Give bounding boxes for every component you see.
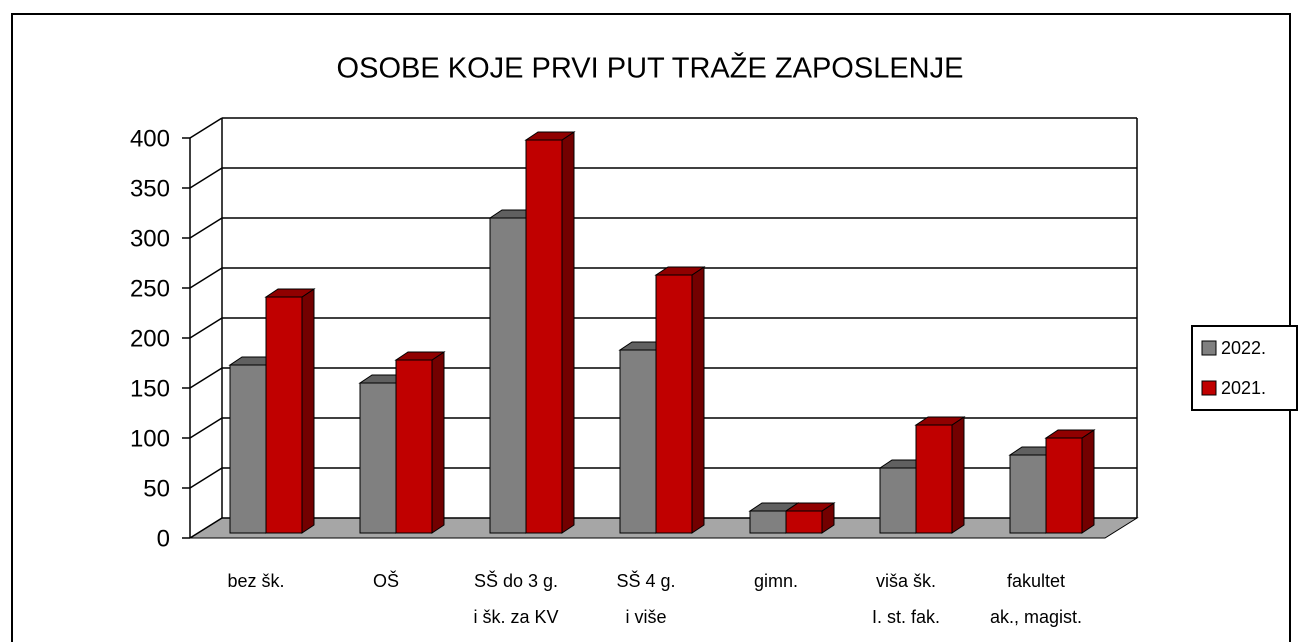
x-tick-label: fakultet ak., magist. <box>989 571 1083 627</box>
y-tick-label: 0 <box>157 525 170 552</box>
bar <box>395 359 433 534</box>
y-tick-label: 100 <box>130 425 170 452</box>
bar <box>1045 437 1083 534</box>
legend-label: 2021. <box>1221 378 1266 398</box>
y-tick-label: 200 <box>130 325 170 352</box>
chart-frame <box>11 13 1291 642</box>
bar-side <box>301 288 315 534</box>
legend-box <box>1191 325 1298 411</box>
y-tick-label: 250 <box>130 275 170 302</box>
x-tick-label: gimn. <box>753 571 798 591</box>
legend-label: 2022. <box>1221 338 1266 358</box>
grid-line <box>189 167 223 189</box>
bar-side <box>431 351 445 534</box>
bar <box>359 382 397 534</box>
x-tick-label: SŠ 4 g. i više <box>616 571 676 627</box>
bar <box>879 467 917 534</box>
grid-line <box>189 217 223 239</box>
bar-side <box>1081 429 1095 534</box>
grid-line <box>189 267 223 289</box>
grid-line <box>189 367 223 389</box>
bar-side <box>951 416 965 534</box>
grid-line <box>189 117 223 139</box>
bar <box>525 139 563 534</box>
x-tick-label: bez šk. <box>227 571 285 591</box>
bar <box>265 296 303 534</box>
y-tick-label: 300 <box>130 225 170 252</box>
bar <box>655 274 693 534</box>
bar <box>915 424 953 534</box>
legend-swatch <box>1201 340 1217 356</box>
y-tick-label: 350 <box>130 175 170 202</box>
y-tick-label: 150 <box>130 375 170 402</box>
bar <box>229 364 267 534</box>
grid-line <box>189 317 223 339</box>
chart-title: OSOBE KOJE PRVI PUT TRAŽE ZAPOSLENJE <box>337 52 964 85</box>
bar <box>749 510 787 534</box>
x-tick-label: OŠ <box>372 571 399 591</box>
bar-side <box>691 266 705 534</box>
bar <box>619 349 657 534</box>
x-tick-label: viša šk. I. st. fak. <box>871 571 941 627</box>
grid-line <box>189 417 223 439</box>
grid-line <box>189 467 223 489</box>
x-tick-label: SŠ do 3 g. i šk. za KV <box>473 571 559 627</box>
bar <box>1009 454 1047 534</box>
bar <box>489 217 527 534</box>
bar-side <box>561 131 575 534</box>
y-tick-label: 50 <box>143 475 170 502</box>
legend-swatch <box>1201 380 1217 396</box>
y-tick-label: 400 <box>130 125 170 152</box>
bar <box>785 510 823 534</box>
grid-line <box>189 517 223 539</box>
